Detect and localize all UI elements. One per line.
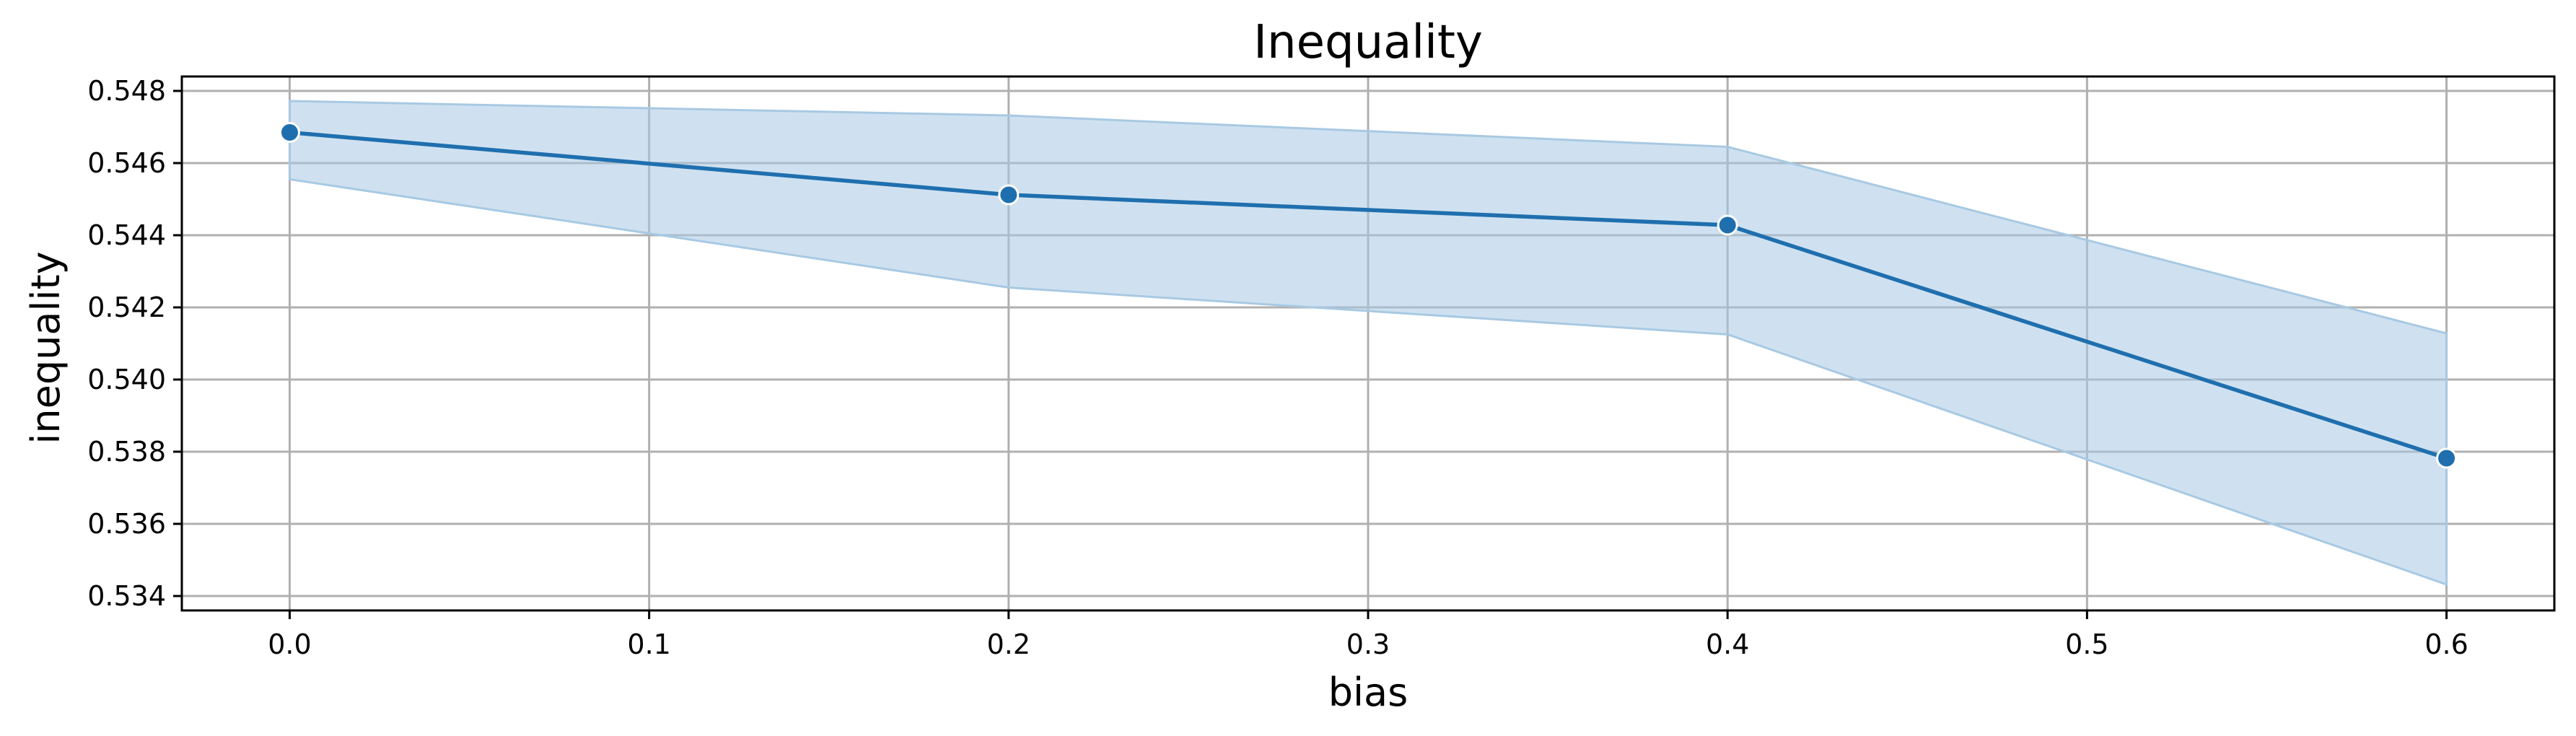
x-tick-label: 0.0	[268, 628, 311, 660]
x-tick-label: 0.1	[627, 628, 670, 660]
y-tick-label: 0.538	[87, 436, 166, 468]
y-tick-label: 0.542	[87, 292, 166, 323]
y-tick-label: 0.544	[87, 219, 166, 251]
confidence-band	[288, 100, 2448, 587]
x-tick-label: 0.3	[1346, 628, 1390, 660]
tick-layer: 0.0 0.1 0.2 0.3 0.4 0.5 0.6 0.534 0.536 0.538 0.54…	[87, 75, 2468, 660]
x-axis-label: bias	[1328, 670, 1409, 715]
x-tick-label: 0.4	[1706, 628, 1749, 660]
y-tick-label: 0.540	[87, 364, 166, 395]
confidence-band-layer	[288, 100, 2448, 587]
y-axis-label: inequality	[23, 251, 69, 444]
plot-frame	[180, 75, 2556, 612]
series-line	[287, 130, 2449, 460]
x-tick-label: 0.5	[2065, 628, 2108, 660]
y-tick-label: 0.548	[87, 75, 166, 107]
series-line-layer	[287, 130, 2449, 460]
x-tick-label: 0.2	[987, 628, 1030, 660]
data-point	[1717, 214, 1738, 236]
x-tick-label: 0.6	[2424, 628, 2468, 660]
y-tick-label: 0.534	[87, 580, 166, 612]
marker-layer	[279, 122, 2458, 469]
chart-title: Inequality	[1253, 16, 1483, 69]
data-point	[2436, 447, 2458, 469]
data-point	[279, 122, 300, 143]
y-tick-label: 0.536	[87, 508, 166, 540]
y-tick-label: 0.546	[87, 147, 166, 179]
data-point	[998, 184, 1020, 206]
